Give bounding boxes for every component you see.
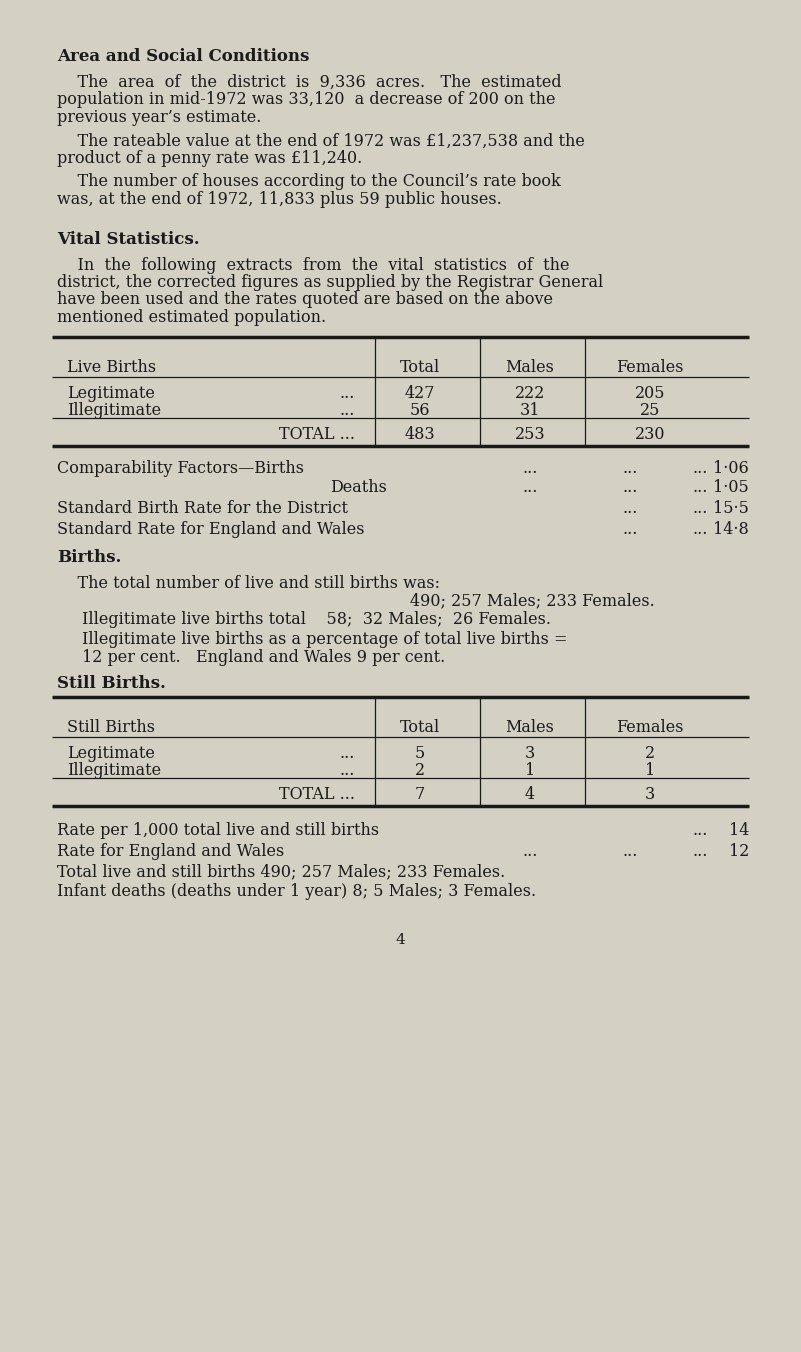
Text: Standard Birth Rate for the District: Standard Birth Rate for the District — [57, 500, 348, 516]
Text: 15·5: 15·5 — [713, 500, 749, 516]
Text: TOTAL ...: TOTAL ... — [279, 786, 355, 803]
Text: ...: ... — [622, 460, 638, 477]
Text: ...: ... — [692, 460, 708, 477]
Text: Live Births: Live Births — [67, 358, 156, 376]
Text: 2: 2 — [415, 763, 425, 779]
Text: The total number of live and still births was:: The total number of live and still birth… — [57, 575, 440, 592]
Text: district, the corrected figures as supplied by the Registrar General: district, the corrected figures as suppl… — [57, 274, 603, 291]
Text: Total live and still births 490; 257 Males; 233 Females.: Total live and still births 490; 257 Mal… — [57, 863, 505, 880]
Text: 483: 483 — [405, 426, 435, 443]
Text: 7: 7 — [415, 786, 425, 803]
Text: 2: 2 — [645, 745, 655, 761]
Text: Still Births: Still Births — [67, 718, 155, 735]
Text: ...: ... — [622, 842, 638, 860]
Text: Vital Statistics.: Vital Statistics. — [57, 230, 199, 247]
Text: Rate per 1,000 total live and still births: Rate per 1,000 total live and still birt… — [57, 822, 379, 840]
Text: ...: ... — [692, 842, 708, 860]
Text: have been used and the rates quoted are based on the above: have been used and the rates quoted are … — [57, 292, 553, 308]
Text: product of a penny rate was £11,240.: product of a penny rate was £11,240. — [57, 150, 362, 168]
Text: ...: ... — [340, 763, 355, 779]
Text: 3: 3 — [525, 745, 535, 761]
Text: ...: ... — [340, 402, 355, 419]
Text: 25: 25 — [640, 402, 660, 419]
Text: 3: 3 — [645, 786, 655, 803]
Text: Illegitimate: Illegitimate — [67, 402, 161, 419]
Text: 253: 253 — [515, 426, 545, 443]
Text: 222: 222 — [515, 384, 545, 402]
Text: ...: ... — [692, 500, 708, 516]
Text: population in mid-1972 was 33,120  a decrease of 200 on the: population in mid-1972 was 33,120 a decr… — [57, 92, 556, 108]
Text: Males: Males — [505, 718, 554, 735]
Text: In  the  following  extracts  from  the  vital  statistics  of  the: In the following extracts from the vital… — [57, 257, 570, 273]
Text: Rate for England and Wales: Rate for England and Wales — [57, 842, 284, 860]
Text: 31: 31 — [520, 402, 540, 419]
Text: ...: ... — [622, 521, 638, 538]
Text: 4: 4 — [396, 933, 405, 948]
Text: ...: ... — [340, 384, 355, 402]
Text: Females: Females — [616, 718, 684, 735]
Text: ...: ... — [692, 521, 708, 538]
Text: 205: 205 — [634, 384, 666, 402]
Text: 4: 4 — [525, 786, 535, 803]
Text: was, at the end of 1972, 11,833 plus 59 public houses.: was, at the end of 1972, 11,833 plus 59 … — [57, 191, 501, 208]
Text: ...: ... — [340, 745, 355, 761]
Text: ...: ... — [522, 460, 537, 477]
Text: 56: 56 — [410, 402, 430, 419]
Text: 1·05: 1·05 — [713, 480, 749, 496]
Text: The number of houses according to the Council’s rate book: The number of houses according to the Co… — [57, 173, 561, 191]
Text: ...: ... — [692, 480, 708, 496]
Text: Total: Total — [400, 358, 440, 376]
Text: ...: ... — [522, 480, 537, 496]
Text: TOTAL ...: TOTAL ... — [279, 426, 355, 443]
Text: 12: 12 — [729, 842, 749, 860]
Text: Area and Social Conditions: Area and Social Conditions — [57, 49, 309, 65]
Text: 427: 427 — [405, 384, 435, 402]
Text: Standard Rate for England and Wales: Standard Rate for England and Wales — [57, 521, 364, 538]
Text: The rateable value at the end of 1972 was £1,237,538 and the: The rateable value at the end of 1972 wa… — [57, 132, 585, 150]
Text: Females: Females — [616, 358, 684, 376]
Text: 1: 1 — [525, 763, 535, 779]
Text: mentioned estimated population.: mentioned estimated population. — [57, 310, 326, 326]
Text: Total: Total — [400, 718, 440, 735]
Text: Illegitimate: Illegitimate — [67, 763, 161, 779]
Text: 14·8: 14·8 — [713, 521, 749, 538]
Text: ...: ... — [622, 500, 638, 516]
Text: 12 per cent.   England and Wales 9 per cent.: 12 per cent. England and Wales 9 per cen… — [82, 649, 445, 665]
Text: The  area  of  the  district  is  9,336  acres.   The  estimated: The area of the district is 9,336 acres.… — [57, 74, 562, 91]
Text: previous year’s estimate.: previous year’s estimate. — [57, 110, 261, 126]
Text: 1: 1 — [645, 763, 655, 779]
Text: Deaths: Deaths — [330, 480, 387, 496]
Text: 490; 257 Males; 233 Females.: 490; 257 Males; 233 Females. — [410, 592, 654, 608]
Text: Still Births.: Still Births. — [57, 675, 166, 691]
Text: Males: Males — [505, 358, 554, 376]
Text: 5: 5 — [415, 745, 425, 761]
Text: 1·06: 1·06 — [713, 460, 749, 477]
Text: Infant deaths (deaths under 1 year) 8; 5 Males; 3 Females.: Infant deaths (deaths under 1 year) 8; 5… — [57, 883, 536, 900]
Text: 230: 230 — [634, 426, 666, 443]
Text: 14: 14 — [729, 822, 749, 840]
Text: Illegitimate live births as a percentage of total live births =: Illegitimate live births as a percentage… — [82, 631, 567, 648]
Text: Legitimate: Legitimate — [67, 745, 155, 761]
Text: Comparability Factors—Births: Comparability Factors—Births — [57, 460, 304, 477]
Text: ...: ... — [692, 822, 708, 840]
Text: Illegitimate live births total    58;  32 Males;  26 Females.: Illegitimate live births total 58; 32 Ma… — [82, 611, 551, 629]
Text: Births.: Births. — [57, 549, 122, 565]
Text: ...: ... — [622, 480, 638, 496]
Text: Legitimate: Legitimate — [67, 384, 155, 402]
Text: ...: ... — [522, 842, 537, 860]
